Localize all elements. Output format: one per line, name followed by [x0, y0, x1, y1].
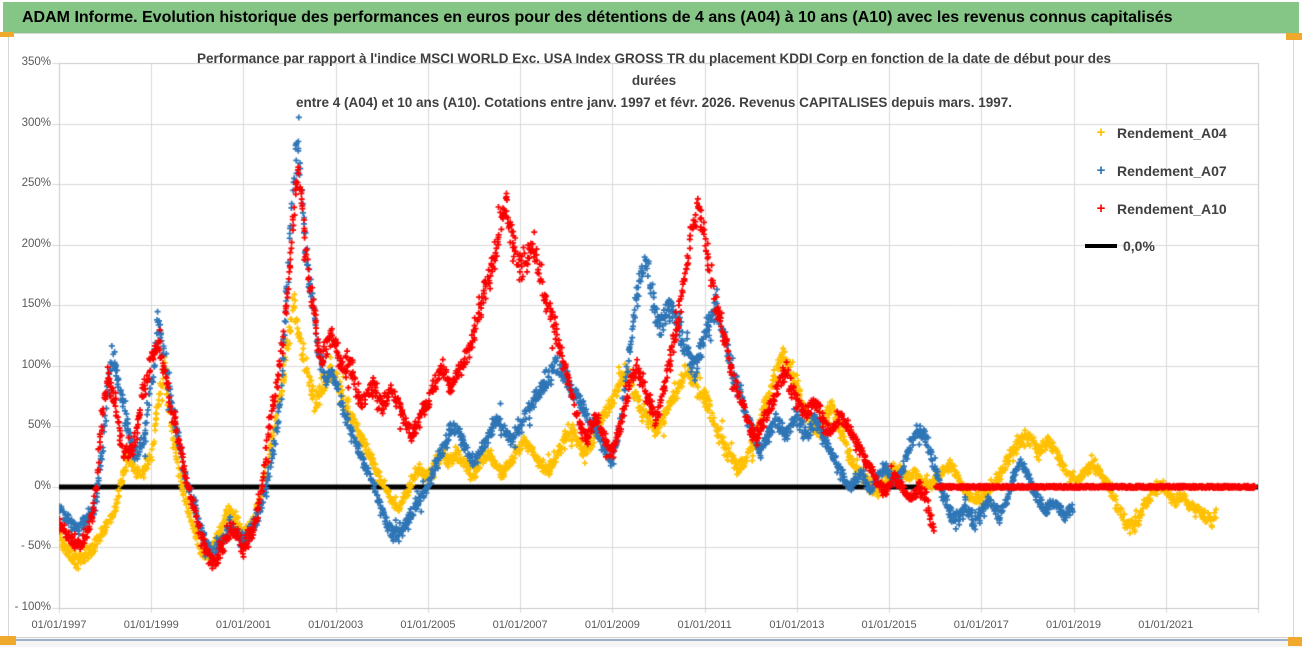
x-tick-label: 01/01/2015 [861, 619, 917, 631]
x-tick-label: 01/01/2007 [492, 619, 548, 631]
x-tick-label: 01/01/2019 [1046, 619, 1102, 631]
legend-label: Rendement_A04 [1117, 125, 1227, 141]
y-tick-label: 100% [21, 358, 51, 371]
chart-title: Performance par rapport à l'indice MSCI … [139, 48, 1169, 114]
plus-marker-icon: + [1096, 124, 1106, 141]
x-tick-label: 01/01/1997 [31, 619, 87, 631]
x-tick-label: 01/01/2003 [308, 619, 364, 631]
legend-label: Rendement_A10 [1117, 201, 1227, 217]
legend-label: 0,0% [1123, 238, 1155, 254]
selection-corner-bottom-left [0, 636, 16, 645]
chart-object[interactable]: Performance par rapport à l'indice MSCI … [8, 33, 1295, 639]
legend-item-a04[interactable]: + Rendement_A04 [1091, 123, 1227, 143]
y-tick-label: 50% [27, 419, 51, 432]
x-tick-label: 01/01/2017 [953, 619, 1009, 631]
plus-marker-icon: + [1096, 200, 1106, 217]
y-tick-label: - 50% [20, 540, 51, 553]
legend-label: Rendement_A07 [1117, 163, 1227, 179]
x-tick-label: 01/01/2011 [677, 619, 732, 631]
y-tick-label: 150% [21, 298, 51, 311]
x-tick-label: 01/01/1999 [123, 619, 179, 631]
selection-corner-bottom-right [1288, 637, 1302, 646]
y-tick-label: 350% [21, 56, 51, 68]
chart-title-line3: entre 4 (A04) et 10 ans (A10). Cotations… [295, 95, 1013, 110]
y-tick-label: 250% [21, 177, 51, 190]
x-tick-label: 01/01/2009 [584, 619, 640, 631]
zero-line-swatch [1085, 244, 1117, 248]
page-title: ADAM Informe. Evolution historique des p… [22, 8, 1173, 26]
y-tick-label: 300% [21, 116, 51, 129]
header-bar: ADAM Informe. Evolution historique des p… [3, 2, 1299, 34]
chart-title-line1: Performance par rapport à l'indice MSCI … [196, 51, 1112, 66]
x-tick-label: 01/01/2021 [1138, 619, 1194, 631]
chart-title-line2: durées [631, 73, 677, 88]
legend-item-a10[interactable]: + Rendement_A10 [1091, 199, 1227, 219]
selection-corner-top-right [1286, 33, 1302, 40]
legend-item-zero-line[interactable]: 0,0% [1085, 236, 1155, 256]
plus-marker-icon: + [1096, 162, 1106, 179]
y-tick-label: 200% [21, 237, 51, 250]
legend-item-a07[interactable]: + Rendement_A07 [1091, 161, 1227, 181]
x-tick-label: 01/01/2001 [215, 619, 271, 631]
sheet-bottom-strip [0, 638, 1302, 647]
y-tick-label: - 100% [14, 601, 51, 613]
selection-corner-top-left [0, 32, 14, 37]
y-tick-label: 0% [34, 479, 51, 492]
sheet-bottom-border [0, 639, 1302, 641]
x-tick-label: 01/01/2005 [400, 619, 456, 631]
x-tick-label: 01/01/2013 [769, 619, 825, 631]
chart-plot-canvas[interactable] [9, 34, 1295, 639]
